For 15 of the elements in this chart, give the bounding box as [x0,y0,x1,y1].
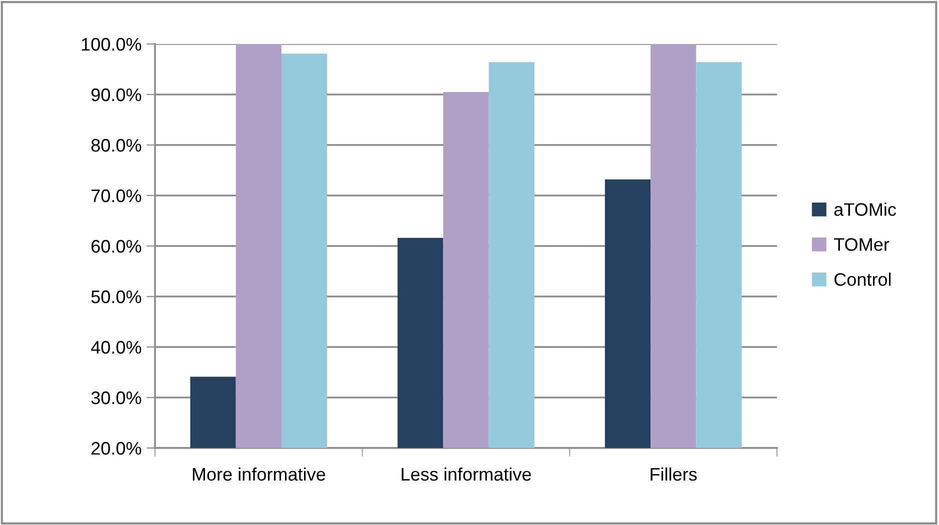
legend-label: aTOMic [834,202,896,216]
x-tick-label: More informative [192,467,326,481]
y-tick-label: 80.0% [91,138,142,152]
legend-label: Control [834,272,891,286]
y-tick-label: 70.0% [92,189,142,202]
y-tick-label: 30.0% [91,391,142,404]
y-tick-label: 50.0% [91,290,142,304]
x-tick-label: Fillers [650,467,697,481]
legend-label: TOMer [834,238,890,251]
y-tick-label: 100.0% [82,38,142,51]
x-tick-label: Less informative [402,467,531,481]
y-tick-label: 40.0% [91,340,142,354]
y-tick-label: 20.0% [92,442,142,455]
y-tick-label: 90.0% [91,88,142,102]
y-tick-label: 60.0% [92,240,142,253]
